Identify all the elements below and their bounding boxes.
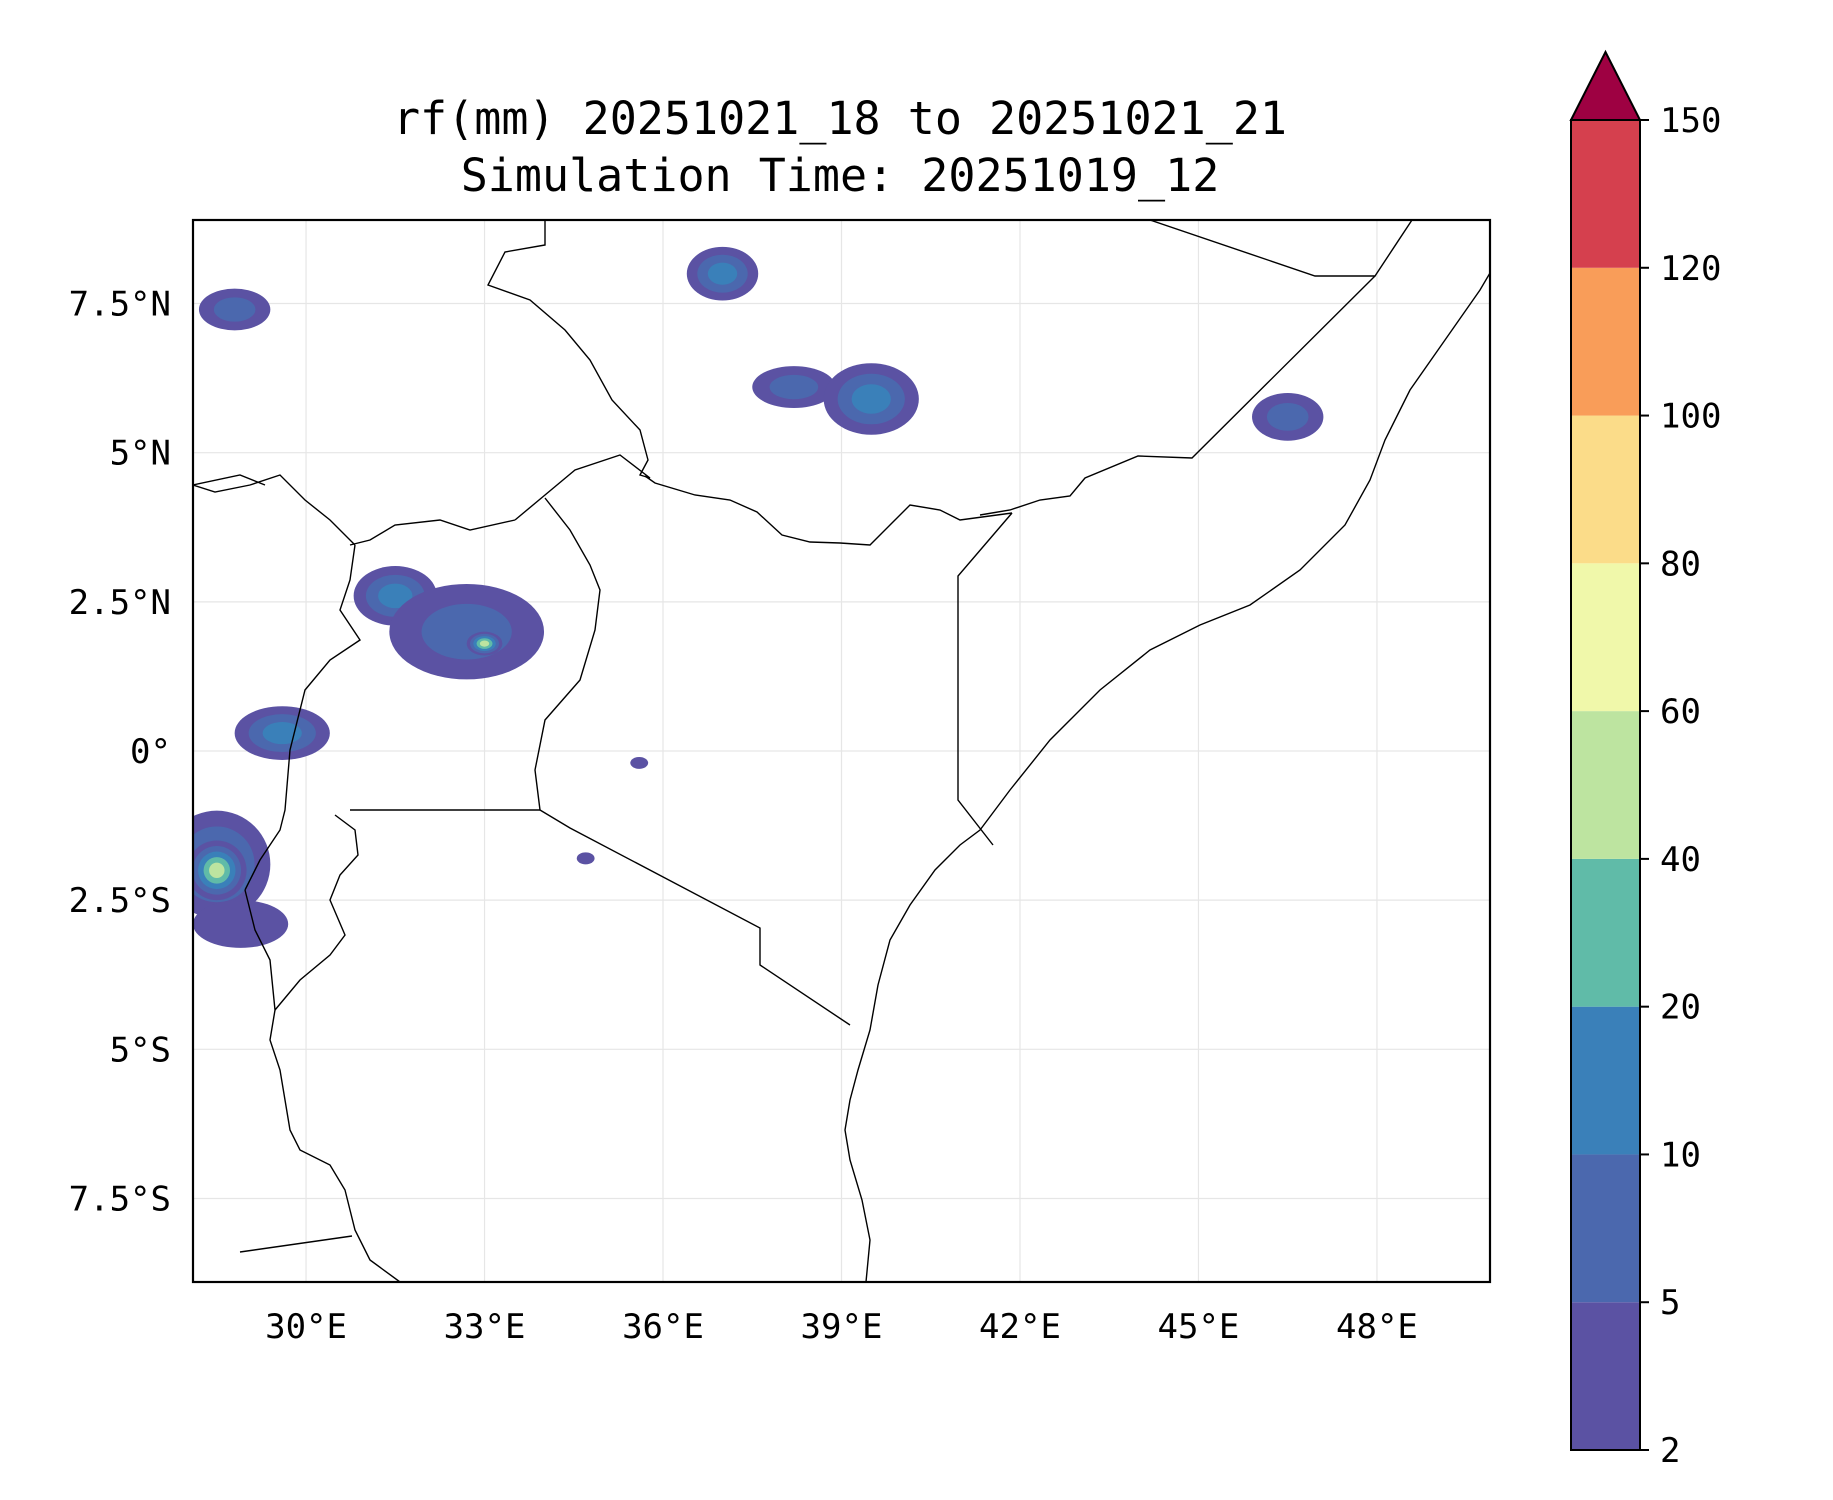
- y-tick-label: 5°S: [110, 1030, 171, 1070]
- border-south-sudan-sudan: [193, 474, 266, 486]
- border-zambia-tanzania: [239, 1235, 353, 1253]
- border-lake-tanganyika: [244, 889, 401, 1282]
- colorbar-tick-label: 120: [1660, 249, 1721, 289]
- border-kenya-ethiopia: [644, 475, 1013, 546]
- colorbar-tick-label: 100: [1660, 397, 1721, 437]
- x-tick-label: 39°E: [801, 1307, 883, 1347]
- x-axis: 30°E 33°E 36°E 39°E 42°E 45°E 48°E: [265, 1307, 1418, 1347]
- y-tick-label: 7.5°S: [69, 1179, 171, 1219]
- border-drc-south-sudan: [193, 474, 356, 546]
- border-uganda-kenya: [534, 497, 601, 811]
- colorbar-tick-label: 5: [1660, 1283, 1680, 1323]
- colorbar-band: [1571, 267, 1640, 416]
- border-kenya-somalia: [957, 512, 1013, 846]
- border-rwanda-burundi: [274, 814, 359, 1011]
- colorbar-tick-label: 20: [1660, 988, 1701, 1028]
- x-tick-label: 42°E: [979, 1307, 1061, 1347]
- x-tick-label: 30°E: [265, 1307, 347, 1347]
- rain-cell: [630, 756, 649, 769]
- colorbar-band: [1571, 1006, 1640, 1155]
- colorbar-band: [1571, 711, 1640, 859]
- colorbar-band: [1571, 1302, 1640, 1450]
- border-uganda-south-sudan: [349, 519, 516, 546]
- coastline: [844, 272, 1490, 1282]
- colorbar-band: [1571, 120, 1640, 268]
- colorbar-tick-label: 2: [1660, 1431, 1680, 1471]
- y-tick-label: 7.5°N: [69, 285, 171, 325]
- rain-cell: [193, 900, 289, 948]
- rain-cell: [262, 722, 302, 745]
- x-tick-label: 48°E: [1336, 1307, 1418, 1347]
- border-drc-uganda: [244, 544, 361, 891]
- country-borders: [193, 220, 1490, 1282]
- rain-cell: [209, 862, 225, 879]
- colorbar-frame: [1570, 119, 1641, 1451]
- rain-cell: [576, 852, 595, 865]
- colorbar-tick-label: 80: [1660, 544, 1701, 584]
- y-tick-label: 0°: [130, 732, 171, 772]
- colorbar-tick-label: 10: [1660, 1135, 1701, 1175]
- border-south-sudan-ethiopia: [487, 220, 651, 521]
- y-tick-label: 5°N: [110, 434, 171, 474]
- colorbar-extend-arrow: [1569, 49, 1642, 121]
- plot-frame: [191, 218, 1492, 1284]
- rain-cell: [1266, 402, 1309, 431]
- map-subtitle: Simulation Time: 20251019_12: [460, 149, 1220, 202]
- x-tick-label: 45°E: [1158, 1307, 1240, 1347]
- colorbar: 2 5 10 20 40 60 80 100 120 150: [1569, 49, 1721, 1471]
- rain-cell: [851, 384, 891, 414]
- y-axis: 7.5°N 5°N 2.5°N 0° 2.5°S 5°S 7.5°S: [69, 285, 171, 1220]
- rain-cell: [213, 297, 256, 322]
- rain-cell: [378, 583, 413, 609]
- colorbar-band: [1571, 415, 1640, 564]
- rain-cell: [707, 262, 738, 285]
- colorbar-tick-label: 40: [1660, 840, 1701, 880]
- y-tick-label: 2.5°N: [69, 583, 171, 623]
- colorbar-tick-label: 150: [1660, 101, 1721, 141]
- border-ethiopia-somalia-east: [979, 275, 1376, 516]
- rainfall-layer: [193, 246, 1324, 948]
- colorbar-band: [1571, 858, 1640, 1007]
- border-tanzania-kenya: [539, 809, 851, 1026]
- rain-cell: [769, 374, 819, 400]
- colorbar-band: [1571, 563, 1640, 712]
- x-tick-label: 36°E: [622, 1307, 704, 1347]
- colorbar-band: [1571, 1154, 1640, 1303]
- x-tick-label: 33°E: [444, 1307, 526, 1347]
- y-tick-label: 2.5°S: [69, 881, 171, 921]
- rain-cell: [479, 640, 490, 647]
- map-title: rf(mm) 20251021_18 to 20251021_21: [392, 92, 1288, 145]
- colorbar-tick-label: 60: [1660, 692, 1701, 732]
- border-ethiopia-somalia: [1149, 220, 1413, 277]
